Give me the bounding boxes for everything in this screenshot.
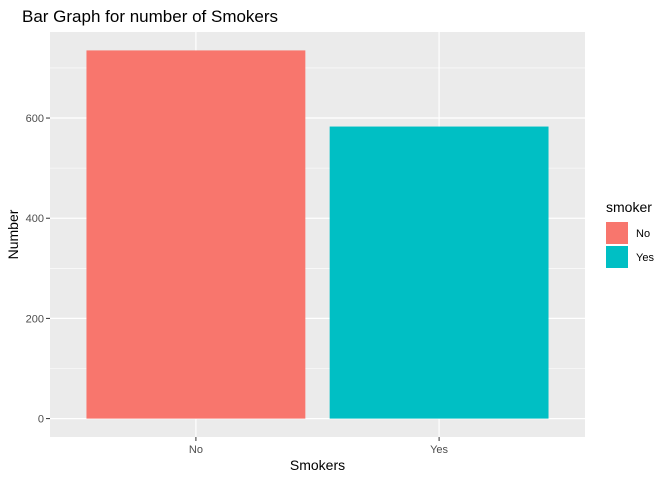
chart-title: Bar Graph for number of Smokers: [22, 7, 278, 26]
legend-title: smoker: [606, 199, 652, 215]
x-tick-label: Yes: [430, 444, 448, 456]
bar-no: [86, 50, 306, 419]
legend-label-no: No: [636, 228, 650, 240]
y-tick-label: 400: [26, 213, 44, 225]
x-axis-title: Smokers: [290, 457, 345, 473]
y-axis-ticks: 0 200 400 600: [26, 113, 50, 426]
legend-key-no: [606, 222, 628, 244]
y-tick-label: 600: [26, 113, 44, 125]
legend-label-yes: Yes: [636, 252, 654, 264]
y-tick-label: 200: [26, 313, 44, 325]
y-tick-label: 0: [38, 414, 44, 426]
y-axis-title: Number: [5, 209, 21, 259]
legend-key-yes: [606, 246, 628, 268]
bars: [86, 50, 549, 419]
x-axis-ticks: No Yes: [189, 437, 449, 456]
legend-entries: No Yes: [606, 222, 654, 268]
legend: smoker No Yes: [606, 199, 654, 268]
bar-yes: [329, 126, 549, 419]
x-tick-label: No: [189, 444, 203, 456]
